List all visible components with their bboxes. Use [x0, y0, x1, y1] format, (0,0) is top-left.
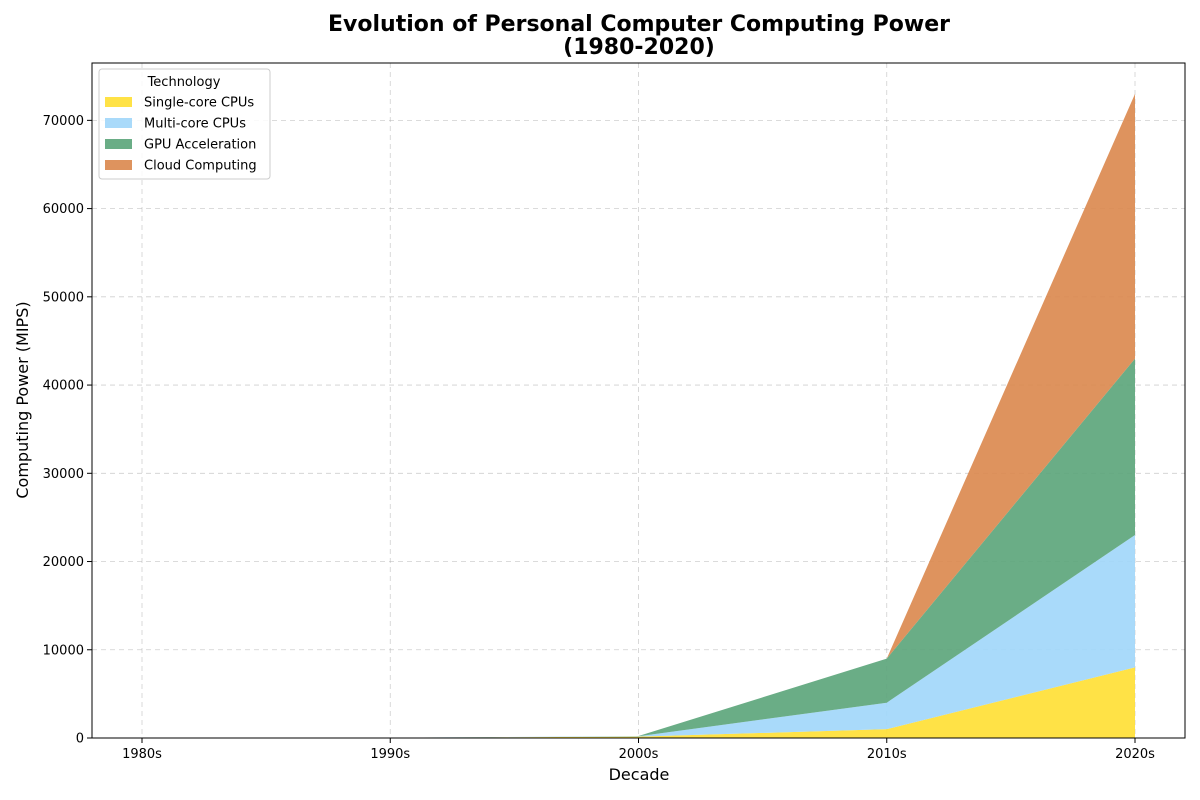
legend-entry-label: Multi-core CPUs: [144, 117, 246, 132]
x-tick-label: 1980s: [122, 747, 162, 762]
y-tick-label: 20000: [43, 555, 84, 570]
y-tick-label: 70000: [43, 114, 84, 129]
chart-title-line1: Evolution of Personal Computer Computing…: [328, 12, 950, 37]
legend-swatch: [105, 160, 132, 170]
legend-title: Technology: [147, 75, 221, 90]
legend-entry-label: Cloud Computing: [144, 159, 257, 174]
x-axis-ticks: 1980s 1990s 2000s 2010s 2020s: [122, 738, 1155, 762]
y-tick-label: 60000: [43, 202, 84, 217]
y-tick-label: 30000: [43, 467, 84, 482]
y-axis-ticks: 0 10000 20000 30000 40000 50000 60000 70000: [43, 114, 92, 747]
y-tick-label: 10000: [43, 643, 84, 658]
y-tick-label: 0: [76, 732, 84, 747]
legend-entry-label: Single-core CPUs: [144, 96, 254, 111]
legend-swatch: [105, 97, 132, 107]
legend-swatch: [105, 139, 132, 149]
y-axis-label: Computing Power (MIPS): [13, 301, 32, 498]
legend: Technology Single-core CPUs Multi-core CP…: [98, 68, 271, 180]
legend-box: [98, 68, 271, 180]
x-axis-label: Decade: [609, 765, 670, 784]
x-tick-label: 2010s: [867, 747, 907, 762]
area-series-single-core-cpus: [142, 667, 1135, 738]
legend-swatch: [105, 118, 132, 128]
y-tick-label: 50000: [43, 290, 84, 305]
x-tick-label: 2020s: [1115, 747, 1155, 762]
y-tick-label: 40000: [43, 379, 84, 394]
chart-title-line2: (1980-2020): [563, 35, 715, 60]
x-tick-label: 2000s: [619, 747, 659, 762]
legend-entry-label: GPU Acceleration: [144, 138, 256, 153]
x-tick-label: 1990s: [370, 747, 410, 762]
area-layer: [142, 93, 1135, 738]
